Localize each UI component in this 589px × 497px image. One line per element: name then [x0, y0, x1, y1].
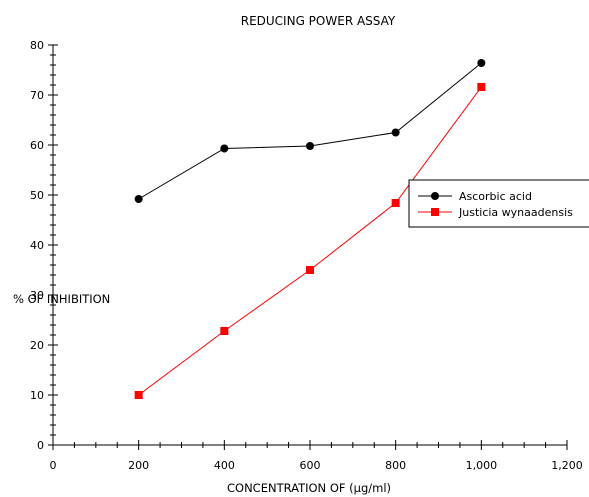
data-point-ascorbic-acid	[134, 195, 143, 203]
data-point-justicia-wynaadensis	[391, 199, 400, 207]
x-tick-label: 800	[385, 459, 406, 472]
x-tick-label: 1,200	[551, 459, 583, 472]
data-point-ascorbic-acid	[220, 144, 229, 153]
x-tick-label: 200	[128, 459, 149, 472]
legend-box	[408, 179, 589, 228]
y-tick-label: 80	[30, 39, 44, 52]
data-point-justicia-wynaadensis	[134, 391, 143, 399]
x-tick-label: 1,000	[466, 459, 498, 472]
legend-label-justicia-wynaadensis: Justicia wynaadensis	[458, 206, 573, 219]
y-tick-label: 40	[30, 239, 44, 252]
y-tick-label: 60	[30, 139, 44, 152]
series-line-ascorbic-acid	[138, 62, 482, 200]
data-point-ascorbic-acid	[391, 128, 400, 137]
data-point-justicia-wynaadensis	[477, 83, 486, 91]
y-tick-label: 10	[30, 389, 44, 402]
y-tick-label: 70	[30, 89, 44, 102]
data-point-justicia-wynaadensis	[306, 266, 314, 274]
x-tick-label: 0	[50, 459, 57, 472]
data-point-justicia-wynaadensis	[220, 327, 229, 335]
legend-marker-ascorbic-acid	[431, 192, 439, 200]
y-axis-label: % OF INHIBITION	[13, 292, 110, 306]
x-tick-label: 400	[214, 459, 235, 472]
series-line-justicia-wynaadensis	[138, 86, 482, 396]
data-point-ascorbic-acid	[477, 59, 486, 67]
y-tick-label: 20	[30, 339, 44, 352]
data-point-ascorbic-acid	[306, 142, 314, 150]
y-tick-label: 50	[30, 189, 44, 202]
chart-title: REDUCING POWER ASSAY	[241, 14, 396, 28]
x-tick-label: 600	[300, 459, 321, 472]
x-axis-label: CONCENTRATION OF (µg/ml)	[227, 481, 391, 495]
legend-label-ascorbic-acid: Ascorbic acid	[459, 190, 532, 203]
y-tick-label: 30	[30, 289, 44, 302]
legend: Ascorbic acid Justicia wynaadensis	[408, 179, 589, 228]
y-tick-label: 0	[37, 439, 44, 452]
legend-marker-justicia-wynaadensis	[431, 208, 439, 216]
